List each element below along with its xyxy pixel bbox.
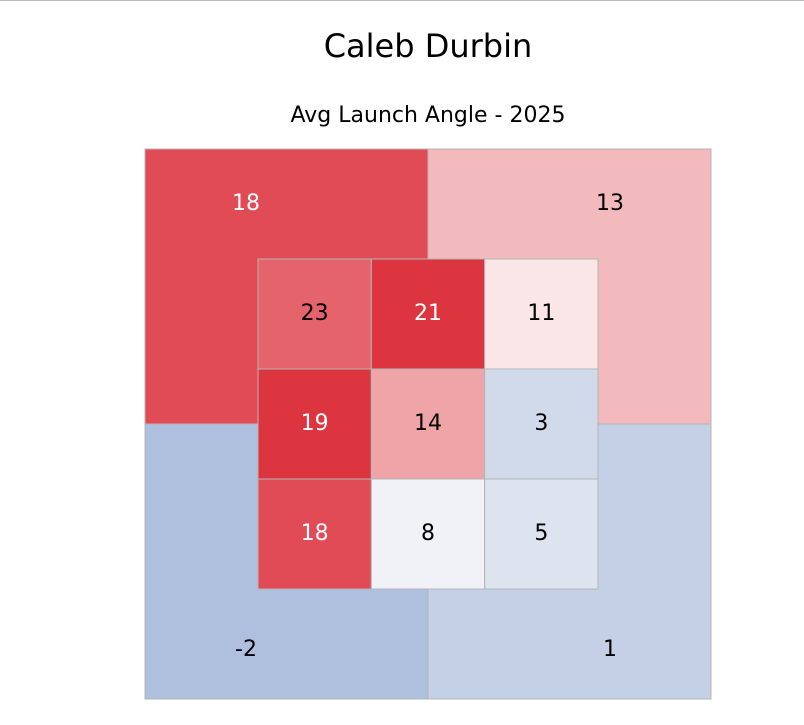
inner-zone-label: 3 xyxy=(534,411,548,436)
outer-zone-label: 13 xyxy=(596,191,624,216)
inner-zone xyxy=(370,258,486,370)
chart-subtitle: Avg Launch Angle - 2025 xyxy=(291,103,566,128)
outer-zone-label: -2 xyxy=(235,637,257,662)
inner-zone xyxy=(484,258,599,370)
inner-zone-label: 11 xyxy=(527,301,555,326)
inner-zone xyxy=(257,478,372,590)
inner-zone-label: 14 xyxy=(414,411,442,436)
inner-zone-label: 5 xyxy=(534,521,548,546)
inner-zone xyxy=(370,478,486,590)
outer-zone-label: 18 xyxy=(232,191,260,216)
inner-zone xyxy=(257,368,372,480)
chart-title: Caleb Durbin xyxy=(324,27,533,65)
inner-zone-label: 23 xyxy=(301,301,329,326)
inner-zone-label: 21 xyxy=(414,301,442,326)
inner-zone-label: 19 xyxy=(301,411,329,436)
inner-zone xyxy=(484,478,599,590)
inner-zone-label: 8 xyxy=(421,521,435,546)
inner-zone xyxy=(370,368,486,480)
inner-zone xyxy=(484,368,599,480)
outer-zone-label: 1 xyxy=(603,637,617,662)
inner-zone-label: 18 xyxy=(301,521,329,546)
